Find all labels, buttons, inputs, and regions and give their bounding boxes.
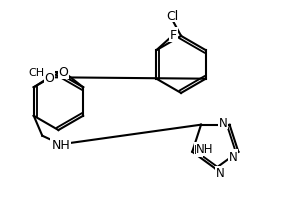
Text: O: O xyxy=(44,71,54,84)
Text: CH₃: CH₃ xyxy=(29,67,49,77)
Text: Cl: Cl xyxy=(166,10,179,22)
Text: N: N xyxy=(216,166,225,180)
Text: NH: NH xyxy=(196,143,214,156)
Text: N: N xyxy=(229,150,238,163)
Text: N: N xyxy=(219,116,228,129)
Text: F: F xyxy=(170,29,177,42)
Text: NH: NH xyxy=(52,138,70,151)
Text: N: N xyxy=(194,143,203,156)
Text: O: O xyxy=(58,66,68,79)
